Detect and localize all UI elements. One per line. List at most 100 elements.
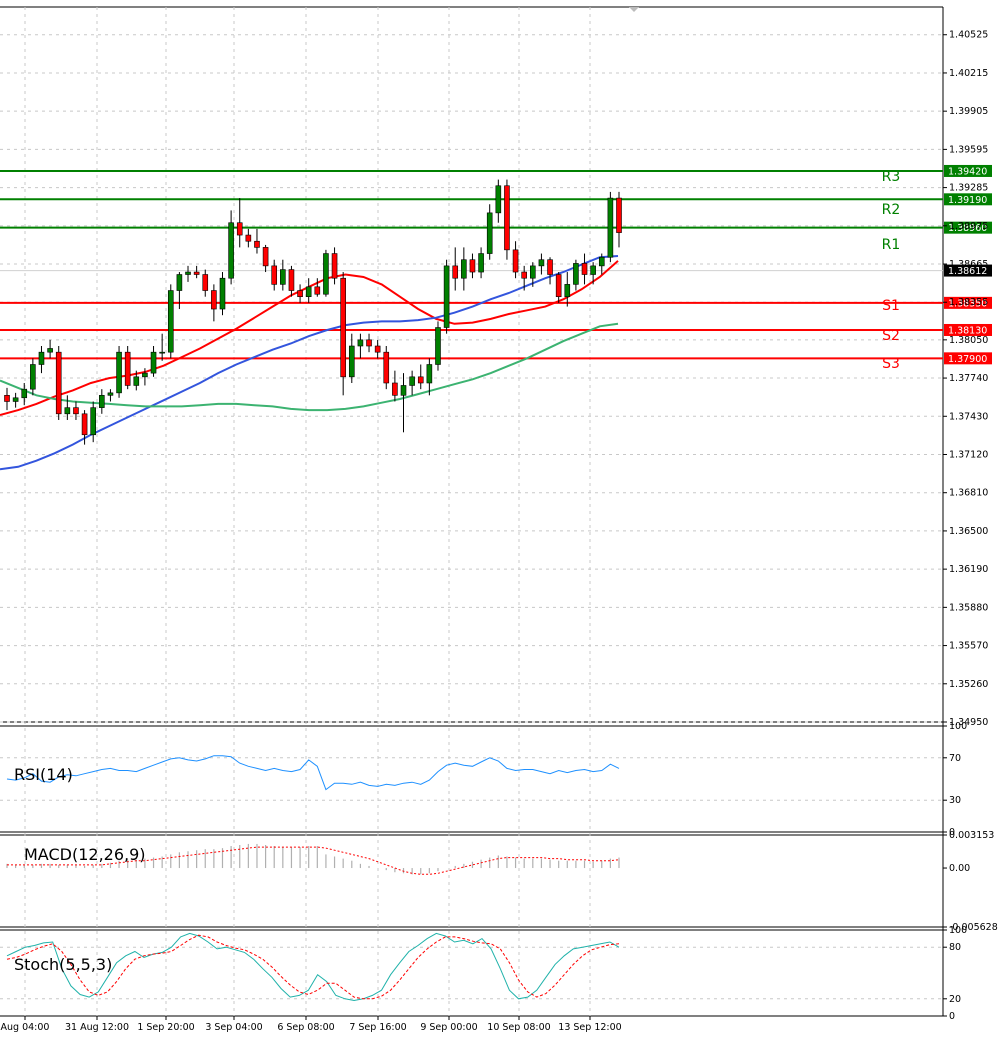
macd-tick-label: 0.003153 [949, 830, 994, 841]
price-tick-label: 1.34950 [949, 717, 988, 728]
stoch-tick-label: 80 [949, 942, 961, 953]
candle-body-bull [150, 351, 157, 374]
time-tick-label: 7 Sep 16:00 [349, 1022, 406, 1033]
candle-body-bear [81, 413, 88, 436]
candle-body-bull [409, 376, 415, 386]
candle-body-bear [547, 259, 553, 275]
price-tick-label: 1.37120 [949, 449, 988, 460]
candle-body-bull [47, 348, 53, 353]
level-tag-value: 1.38350 [948, 298, 987, 309]
price-tick-label: 1.38665 [949, 259, 988, 270]
price-tick-label: 1.37430 [949, 411, 988, 422]
stoch-signal-line [6, 934, 620, 1000]
rsi-tick-label: 30 [949, 795, 961, 806]
current-price-value: 1.38612 [948, 266, 987, 277]
level-name-label: R1 [882, 237, 901, 253]
candle-body-bull [107, 392, 114, 396]
candle-body-bear [452, 265, 459, 279]
candle-body-bull [228, 222, 234, 279]
stoch-tick-label: 100 [949, 925, 967, 936]
candle-body-bull [478, 253, 484, 273]
candle-body-bear [366, 339, 372, 347]
candle-body-bull [142, 372, 148, 378]
rsi-line [6, 755, 620, 791]
price-tick-label: 1.40215 [949, 68, 988, 79]
macd-tick-label: -0.005628 [949, 922, 998, 933]
candle-body-bull [90, 407, 96, 436]
rsi-label: RSI(14) [14, 765, 73, 784]
candle-body-bear [73, 407, 79, 415]
level-tag-r2 [944, 193, 992, 206]
candle-body-bear [616, 197, 622, 233]
candle-body-bear [374, 345, 381, 353]
candle-body-bull [323, 253, 329, 295]
candle-body-bull [133, 376, 140, 386]
candle-body-bull [219, 277, 226, 310]
candle-body-bull [538, 259, 545, 267]
candle-body-bull [159, 351, 165, 354]
candle-body-bull [99, 395, 105, 408]
candle-body-bear [245, 234, 252, 242]
time-tick-label: 1 Sep 20:00 [137, 1022, 194, 1033]
rsi-tick-label: 0 [949, 827, 955, 838]
macd-label: MACD(12,26,9) [24, 845, 146, 864]
candle-body-bull [564, 284, 571, 297]
candle-body-bear [581, 263, 588, 275]
candle-body-bear [469, 259, 476, 273]
candle-body-bear [193, 271, 200, 275]
level-tag-value: 1.39190 [948, 195, 987, 206]
candle-body-bull [30, 364, 36, 390]
candle-body-bear [392, 382, 398, 396]
candle-body-bear [340, 277, 346, 378]
price-tick-label: 1.36500 [949, 526, 988, 537]
price-tick-label: 1.38050 [949, 335, 988, 346]
price-tick-label: 1.36190 [949, 564, 988, 575]
candle-body-bull [176, 274, 183, 291]
candle-body-bull [357, 339, 364, 347]
candle-body-bull [443, 265, 450, 328]
candle-body-bull [21, 388, 28, 399]
stoch-tick-label: 20 [949, 994, 961, 1005]
candle-body-bear [55, 351, 62, 415]
candle-body-bull [305, 286, 312, 297]
ma-line-blue [0, 255, 619, 471]
level-tag-r1 [944, 221, 992, 234]
candle-body-bull [573, 263, 579, 285]
time-tick-label: 6 Sep 08:00 [277, 1022, 334, 1033]
level-name-label: R3 [882, 169, 901, 185]
price-tick-label: 1.36810 [949, 488, 988, 499]
candle-body-bull [530, 265, 536, 279]
rsi-tick-label: 100 [949, 721, 967, 732]
level-name-label: R2 [882, 202, 901, 218]
candle-body-bull [185, 271, 191, 275]
candle-body-bear [262, 247, 269, 267]
price-tick-label: 1.39285 [949, 183, 988, 194]
candle-body-bear [331, 253, 338, 279]
level-tag-value: 1.38130 [948, 325, 987, 336]
time-tick-label: 9 Sep 00:00 [420, 1022, 477, 1033]
candle-body-bull [598, 256, 605, 267]
level-tag-r3 [944, 164, 992, 177]
price-tick-label: 1.38355 [949, 297, 988, 308]
candle-body-bull [280, 269, 286, 285]
price-tick-label: 1.35260 [949, 679, 988, 690]
shift-marker-icon [629, 7, 639, 12]
level-name-label: S3 [882, 356, 900, 372]
candle-body-bear [555, 274, 562, 297]
candle-body-bear [288, 269, 295, 291]
candle-body-bull [400, 385, 407, 396]
candle-body-bull [12, 397, 19, 402]
time-tick-label: 3 Sep 04:00 [205, 1022, 262, 1033]
level-tag-value: 1.38960 [948, 223, 987, 234]
candle-body-bear [271, 265, 278, 285]
rsi-tick-label: 70 [949, 753, 961, 764]
level-tag-value: 1.37900 [948, 354, 987, 365]
level-tag-s1 [944, 296, 992, 309]
candle-body-bear [236, 222, 243, 236]
candle-body-bear [383, 351, 390, 384]
time-tick-label: Aug 04:00 [1, 1022, 50, 1033]
candle-body-bear [124, 351, 131, 386]
candle-body-bear [417, 376, 424, 384]
